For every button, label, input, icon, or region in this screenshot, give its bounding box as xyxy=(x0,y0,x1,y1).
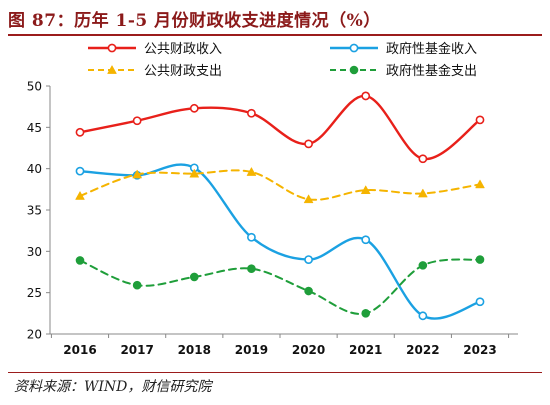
series-line xyxy=(78,94,482,160)
legend-label: 公共财政支出 xyxy=(144,64,222,79)
legend-item: 政府性基金支出 xyxy=(330,63,477,79)
data-point xyxy=(132,169,143,179)
series-1 xyxy=(75,91,485,164)
data-point xyxy=(304,255,313,264)
x-tick-label: 2018 xyxy=(178,343,211,357)
legend-label: 公共财政收入 xyxy=(144,42,222,57)
data-point xyxy=(246,166,257,176)
legend-item: 公共财政收入 xyxy=(88,42,222,57)
chart-series xyxy=(75,91,485,321)
data-point xyxy=(247,232,256,242)
legend-item: 政府性基金收入 xyxy=(330,41,477,57)
data-point xyxy=(75,190,85,200)
x-tick-label: 2016 xyxy=(63,343,96,357)
x-tick-label: 2020 xyxy=(292,343,325,357)
x-tick-label: 2022 xyxy=(406,343,439,357)
data-point xyxy=(361,235,371,245)
y-tick-label: 20 xyxy=(27,328,42,342)
series-line xyxy=(79,169,481,201)
data-point xyxy=(247,264,256,273)
series-line xyxy=(79,258,481,315)
legend-label: 政府性基金支出 xyxy=(386,63,477,79)
data-point xyxy=(418,261,428,270)
data-point xyxy=(189,168,200,178)
chart-axes: 20 25 30 35 40 45 50 2016 2017 2018 2019 2020 2021 20… xyxy=(27,80,518,357)
series-2 xyxy=(75,163,485,321)
data-point xyxy=(303,194,314,204)
legend-label: 政府性基金收入 xyxy=(386,41,477,57)
series-3 xyxy=(75,166,485,204)
legend-swatch-marker xyxy=(107,64,117,74)
data-point xyxy=(189,272,199,282)
x-tick-label: 2023 xyxy=(463,343,496,357)
data-point xyxy=(304,286,313,296)
data-point xyxy=(361,309,371,318)
y-tick-label: 40 xyxy=(27,162,42,176)
legend-swatch-marker xyxy=(349,65,359,75)
data-point xyxy=(417,188,428,198)
x-tick-label: 2021 xyxy=(349,343,382,357)
data-point xyxy=(361,91,371,101)
data-point xyxy=(418,154,428,164)
data-point xyxy=(475,115,485,125)
y-tick-label: 25 xyxy=(27,286,42,300)
y-tick-label: 50 xyxy=(27,80,42,94)
chart-title: 图 87：历年 1-5 月份财政收支进度情况（%） xyxy=(8,11,381,31)
data-point xyxy=(189,103,199,113)
data-point xyxy=(475,179,485,189)
source-divider xyxy=(8,372,542,373)
series-line xyxy=(78,163,482,320)
legend-swatch-marker xyxy=(349,43,359,53)
data-point xyxy=(75,256,85,265)
data-point xyxy=(475,255,485,264)
source-note: 资料来源：WIND，财信研究院 xyxy=(14,379,212,395)
data-point xyxy=(304,139,313,149)
series-4 xyxy=(75,255,485,318)
data-point xyxy=(360,185,371,195)
x-tick-label: 2019 xyxy=(235,343,268,357)
title-divider xyxy=(8,34,542,36)
y-tick-label: 45 xyxy=(27,121,42,135)
y-tick-label: 35 xyxy=(27,204,42,218)
data-point xyxy=(132,280,142,290)
y-tick-label: 30 xyxy=(27,245,42,259)
data-point xyxy=(75,127,85,137)
legend-item: 公共财政支出 xyxy=(88,64,222,79)
data-point xyxy=(418,311,428,321)
data-point xyxy=(132,116,142,126)
legend-swatch-marker xyxy=(107,43,117,53)
data-point xyxy=(247,108,256,118)
data-point xyxy=(75,166,85,176)
x-tick-label: 2017 xyxy=(120,343,153,357)
data-point xyxy=(475,297,485,307)
